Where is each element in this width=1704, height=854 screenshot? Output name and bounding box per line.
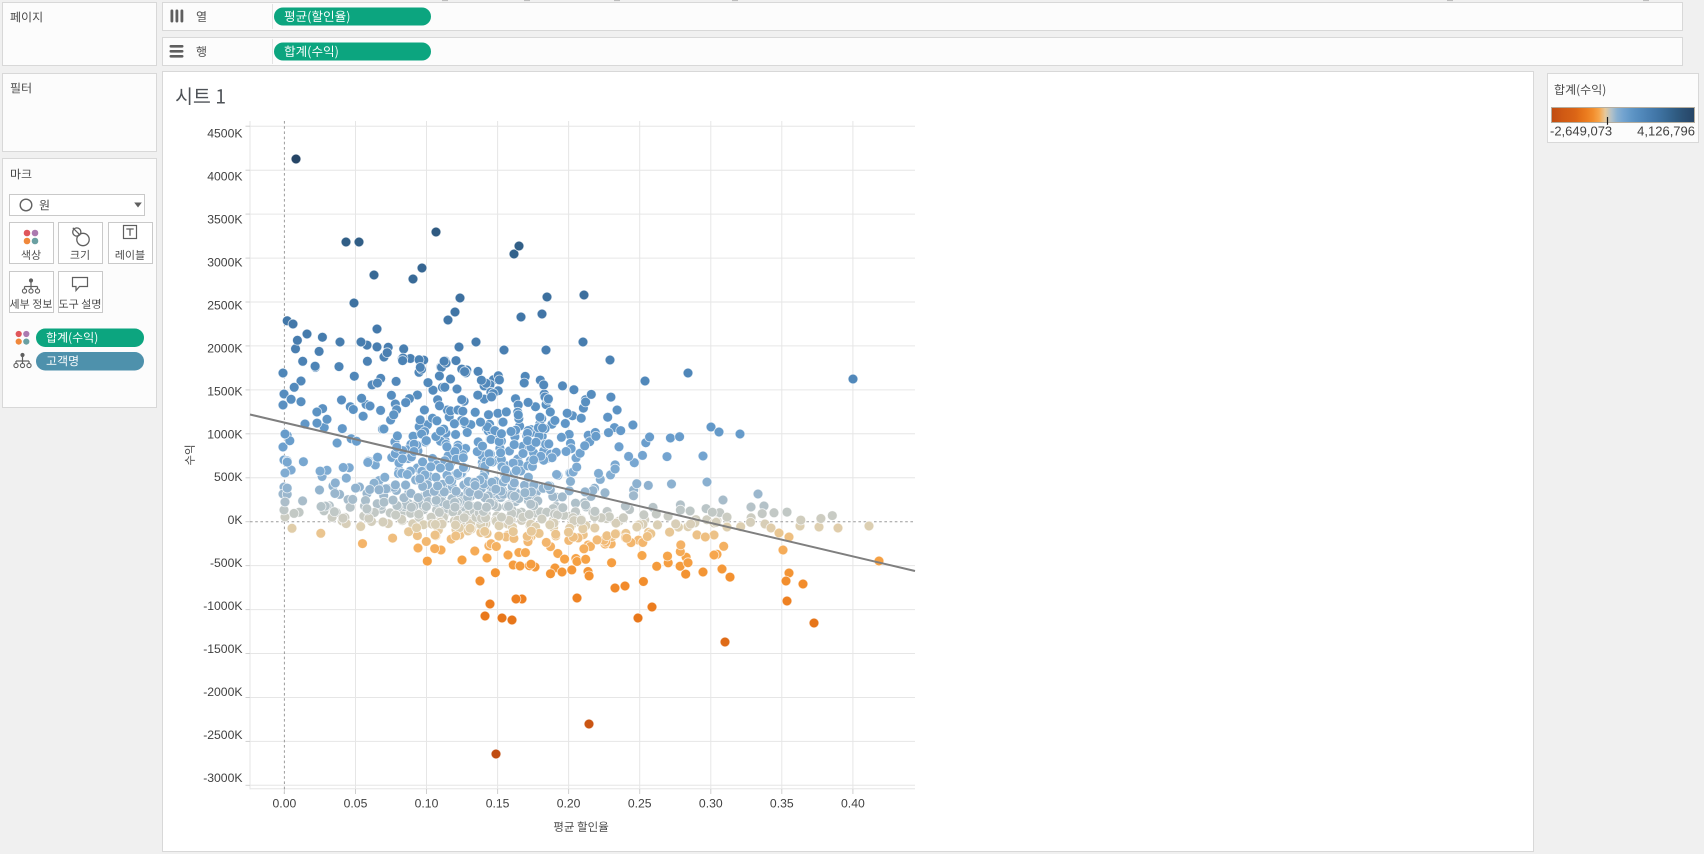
- svg-text:0.20: 0.20: [557, 797, 581, 811]
- svg-text:4,126,796: 4,126,796: [1637, 124, 1695, 139]
- svg-text:0.15: 0.15: [486, 797, 510, 811]
- svg-text:4500K: 4500K: [207, 127, 242, 141]
- svg-text:2500K: 2500K: [207, 298, 242, 312]
- svg-text:0.35: 0.35: [770, 797, 794, 811]
- svg-text:0.10: 0.10: [415, 797, 439, 811]
- svg-text:-1500K: -1500K: [203, 642, 242, 656]
- svg-text:1000K: 1000K: [207, 427, 242, 441]
- svg-text:3000K: 3000K: [207, 256, 242, 270]
- svg-text:-2000K: -2000K: [203, 685, 242, 699]
- svg-text:1500K: 1500K: [207, 384, 242, 398]
- svg-text:2000K: 2000K: [207, 341, 242, 355]
- svg-text:0K: 0K: [228, 513, 243, 527]
- svg-text:0.40: 0.40: [841, 797, 865, 811]
- svg-text:-2500K: -2500K: [203, 728, 242, 742]
- svg-text:500K: 500K: [214, 470, 242, 484]
- svg-text:-1000K: -1000K: [203, 599, 242, 613]
- svg-text:0.05: 0.05: [344, 797, 368, 811]
- svg-text:4000K: 4000K: [207, 170, 242, 184]
- svg-text:3500K: 3500K: [207, 213, 242, 227]
- svg-text:0.25: 0.25: [628, 797, 652, 811]
- svg-text:-2,649,073: -2,649,073: [1550, 124, 1612, 139]
- svg-text:-3000K: -3000K: [203, 771, 242, 785]
- svg-text:0.30: 0.30: [699, 797, 723, 811]
- svg-text:0.00: 0.00: [273, 797, 297, 811]
- svg-text:-500K: -500K: [210, 556, 243, 570]
